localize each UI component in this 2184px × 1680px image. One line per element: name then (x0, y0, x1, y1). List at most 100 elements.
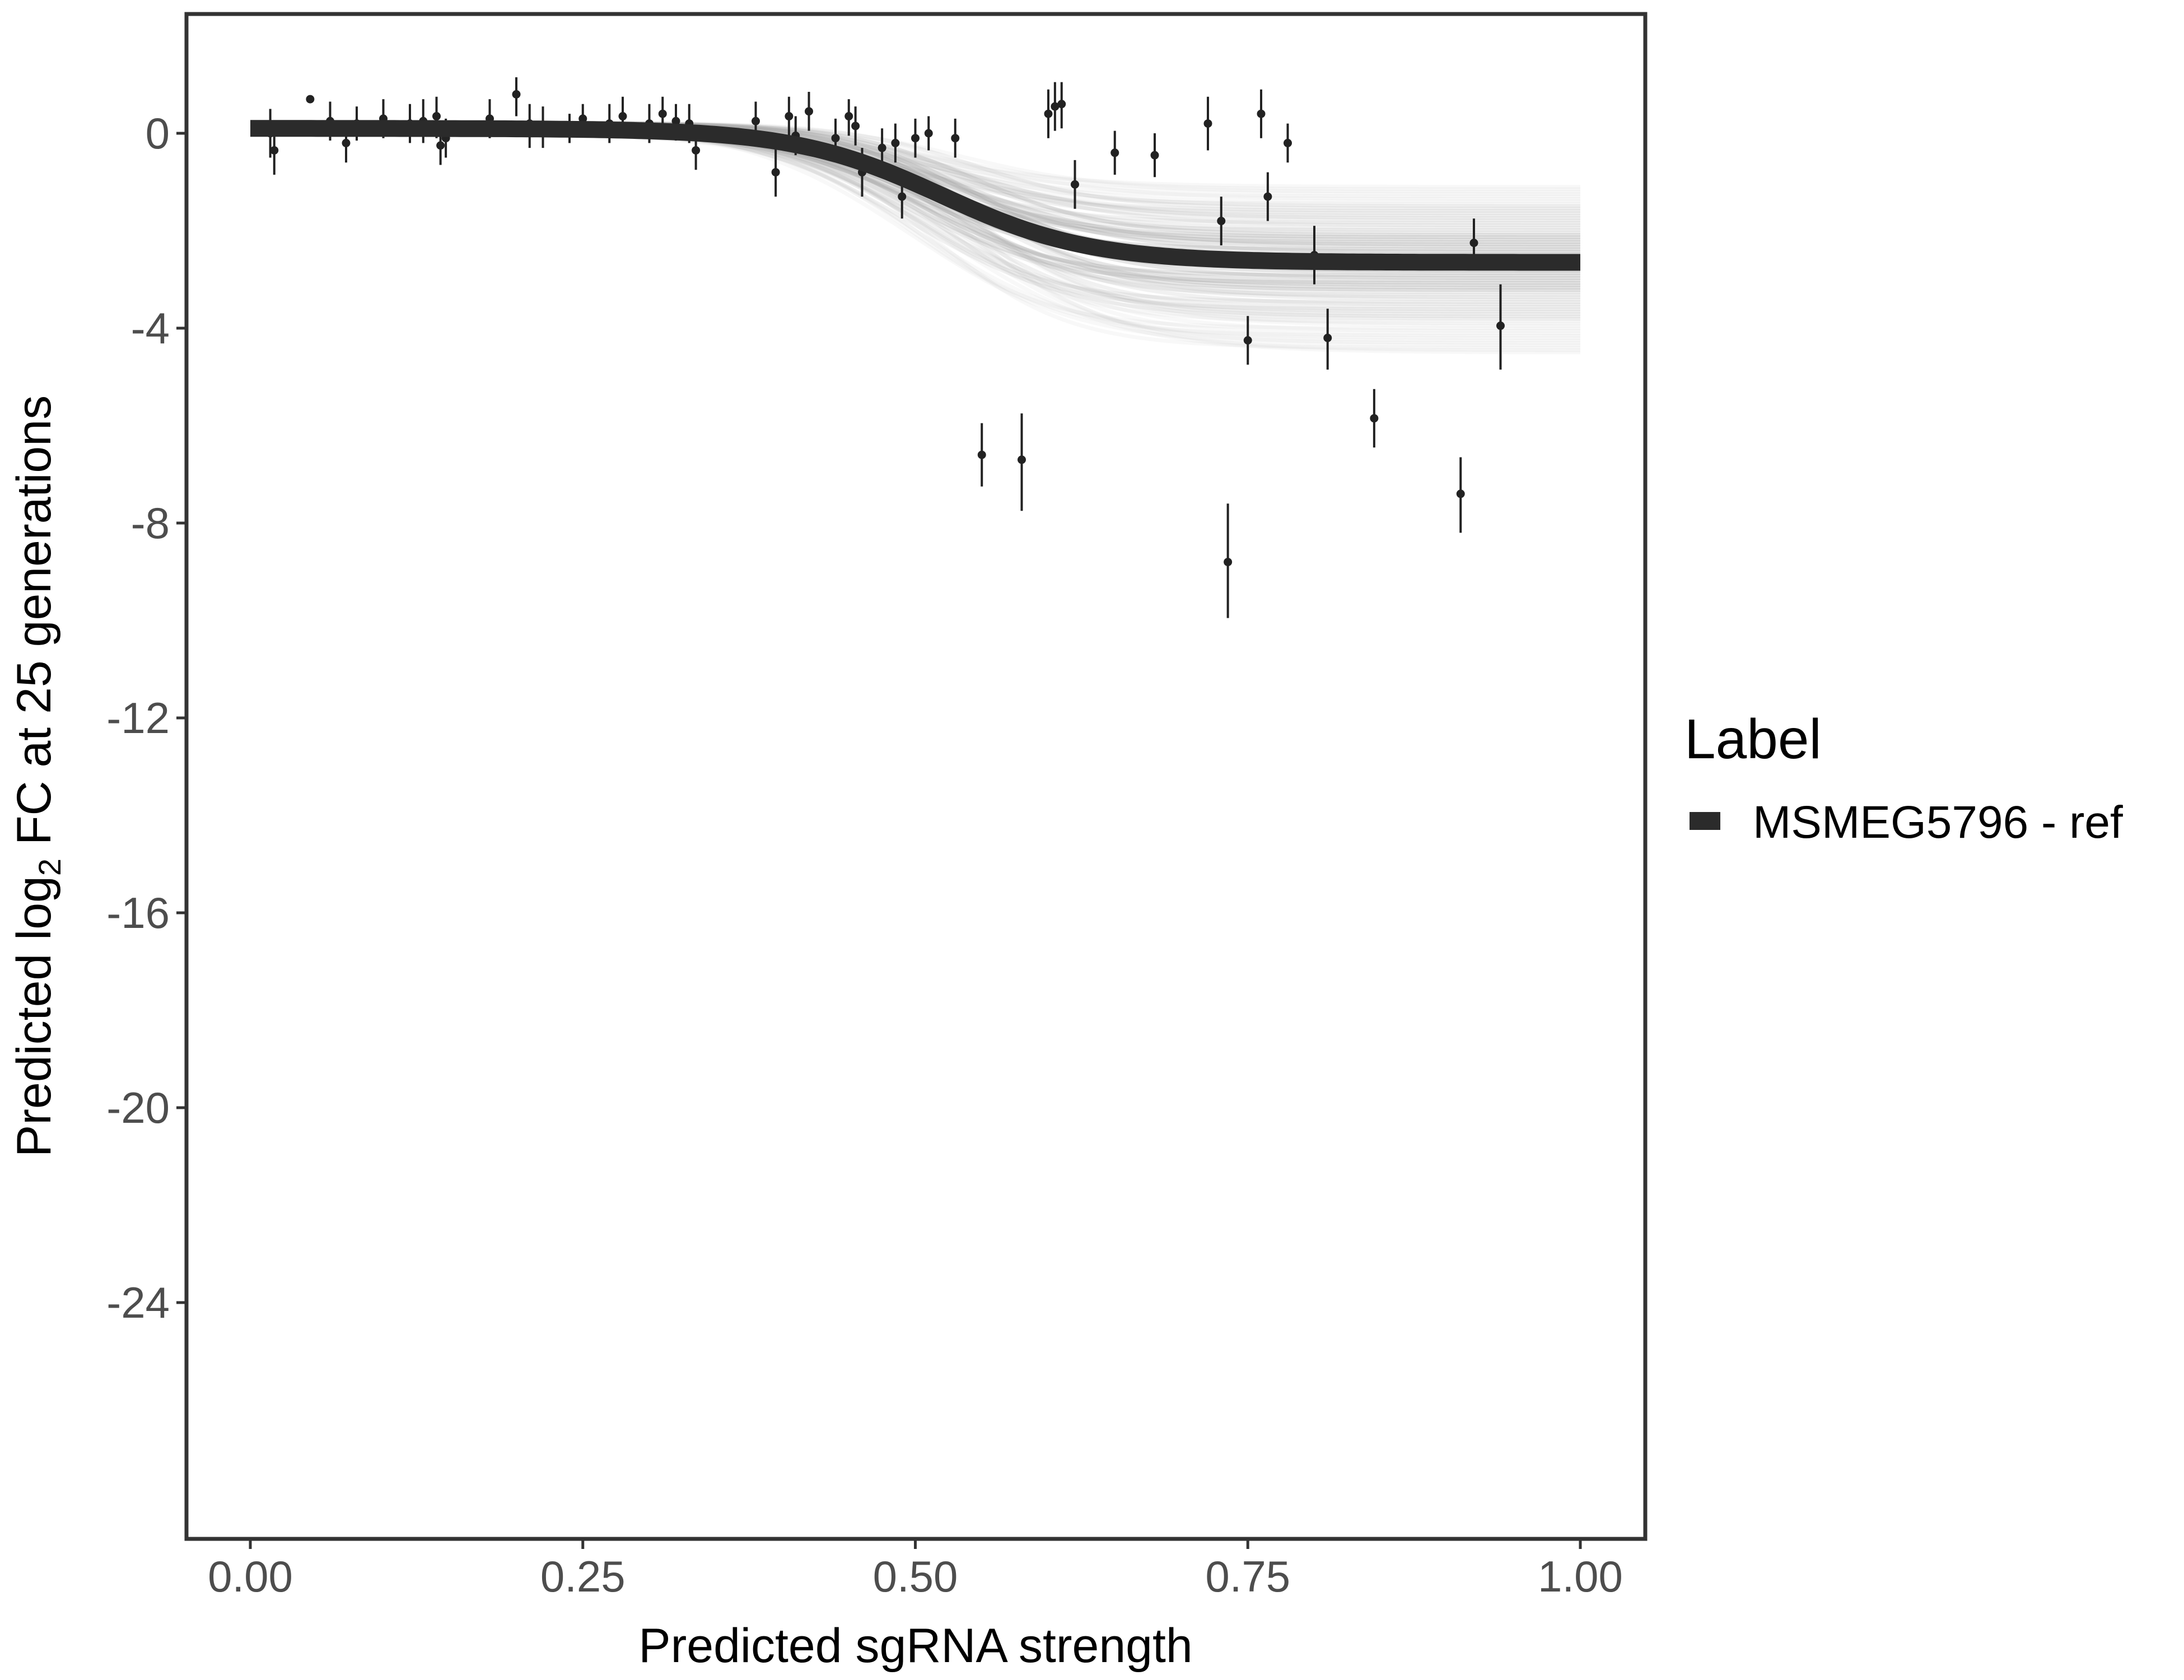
plot-panel (184, 12, 1648, 1541)
point-13 (512, 90, 521, 99)
point-44 (1057, 100, 1066, 109)
y-tick-label-1: -4 (131, 304, 170, 353)
fit-line-msmeg5796-ref (250, 120, 1580, 271)
data-point-53 (1263, 172, 1272, 221)
point-32 (851, 122, 860, 130)
point-26 (771, 168, 780, 177)
point-42 (1044, 109, 1053, 118)
point-54 (1284, 138, 1292, 147)
point-17 (578, 114, 587, 123)
legend-key-msmeg5796-ref (1690, 812, 1720, 830)
data-point-47 (1150, 133, 1159, 178)
data-point-29 (805, 92, 813, 131)
point-48 (1203, 119, 1212, 128)
point-60 (1496, 321, 1505, 330)
data-point-37 (911, 118, 920, 158)
point-31 (844, 112, 853, 121)
x-axis: 0.00 0.25 0.50 0.75 1.00 (208, 1539, 1623, 1601)
data-point-39 (951, 118, 960, 158)
point-56 (1323, 333, 1332, 342)
data-point-27 (785, 96, 794, 136)
y-tick-label-4: -16 (106, 888, 170, 937)
point-37 (911, 134, 920, 143)
data-point-51 (1243, 316, 1252, 365)
point-40 (977, 450, 986, 459)
point-50 (1224, 558, 1233, 567)
y-axis-title-suffix: FC at 25 generations (7, 395, 61, 858)
point-24 (692, 146, 701, 155)
data-point-52 (1257, 89, 1266, 138)
point-59 (1469, 239, 1478, 248)
y-tick-label-3: -12 (106, 693, 170, 743)
point-47 (1150, 151, 1159, 160)
x-tick-label-0: 0.00 (208, 1552, 293, 1601)
data-point-48 (1203, 96, 1212, 151)
y-axis-title-subscript: 2 (32, 858, 67, 876)
data-point-58 (1456, 457, 1465, 533)
point-22 (671, 116, 680, 125)
y-tick-label-6: -24 (106, 1278, 170, 1327)
data-point-26 (771, 148, 780, 197)
point-2 (306, 95, 315, 104)
point-43 (1051, 102, 1060, 111)
data-point-45 (1071, 160, 1079, 209)
legend: Label MSMEG5796 - ref (1684, 708, 2123, 848)
data-point-46 (1110, 130, 1119, 175)
point-41 (1018, 455, 1026, 464)
data-point-49 (1217, 197, 1226, 246)
data-point-41 (1018, 413, 1026, 511)
point-10 (436, 141, 445, 150)
y-tick-label-2: -8 (131, 498, 170, 548)
point-51 (1243, 336, 1252, 345)
legend-label-msmeg5796-ref: MSMEG5796 - ref (1753, 797, 2123, 848)
data-point-60 (1496, 284, 1505, 370)
point-30 (831, 134, 840, 143)
y-axis-title: Predicted log2 FC at 25 generations (7, 395, 67, 1157)
point-35 (891, 138, 900, 147)
data-point-50 (1224, 503, 1233, 618)
point-57 (1370, 414, 1379, 423)
data-point-40 (977, 423, 986, 487)
point-4 (342, 138, 351, 147)
point-49 (1217, 217, 1226, 226)
point-52 (1257, 109, 1266, 118)
data-point-35 (891, 123, 900, 163)
point-46 (1110, 148, 1119, 157)
point-27 (785, 112, 794, 121)
y-tick-label-0: 0 (146, 109, 170, 158)
point-58 (1456, 489, 1465, 498)
point-38 (924, 129, 933, 138)
data-point-54 (1284, 123, 1292, 163)
data-point-38 (924, 116, 933, 151)
data-point-2 (306, 95, 315, 104)
point-39 (951, 134, 960, 143)
x-tick-label-3: 0.75 (1205, 1552, 1290, 1601)
y-axis-title-prefix: Predicted log (7, 876, 61, 1157)
point-21 (658, 109, 667, 118)
point-53 (1263, 192, 1272, 201)
x-tick-label-4: 1.00 (1538, 1552, 1623, 1601)
data-point-43 (1051, 82, 1060, 131)
x-tick-label-1: 0.25 (540, 1552, 626, 1601)
legend-title: Label (1684, 708, 1822, 771)
point-1 (270, 146, 279, 155)
y-axis: 0 -4 -8 -12 -16 -20 -24 (106, 109, 186, 1327)
data-point-32 (851, 106, 860, 146)
point-34 (878, 143, 886, 152)
data-point-13 (512, 77, 521, 116)
point-36 (898, 192, 907, 201)
x-tick-label-2: 0.50 (873, 1552, 958, 1601)
point-29 (805, 107, 813, 116)
point-19 (618, 112, 627, 121)
data-point-44 (1057, 82, 1066, 129)
data-point-42 (1044, 89, 1053, 138)
y-tick-label-5: -20 (106, 1083, 170, 1132)
x-axis-title: Predicted sgRNA strength (638, 1619, 1193, 1673)
point-25 (752, 116, 760, 125)
point-45 (1071, 180, 1079, 189)
point-9 (432, 112, 441, 121)
data-point-31 (844, 99, 853, 136)
data-point-57 (1370, 389, 1379, 448)
data-point-56 (1323, 309, 1332, 370)
